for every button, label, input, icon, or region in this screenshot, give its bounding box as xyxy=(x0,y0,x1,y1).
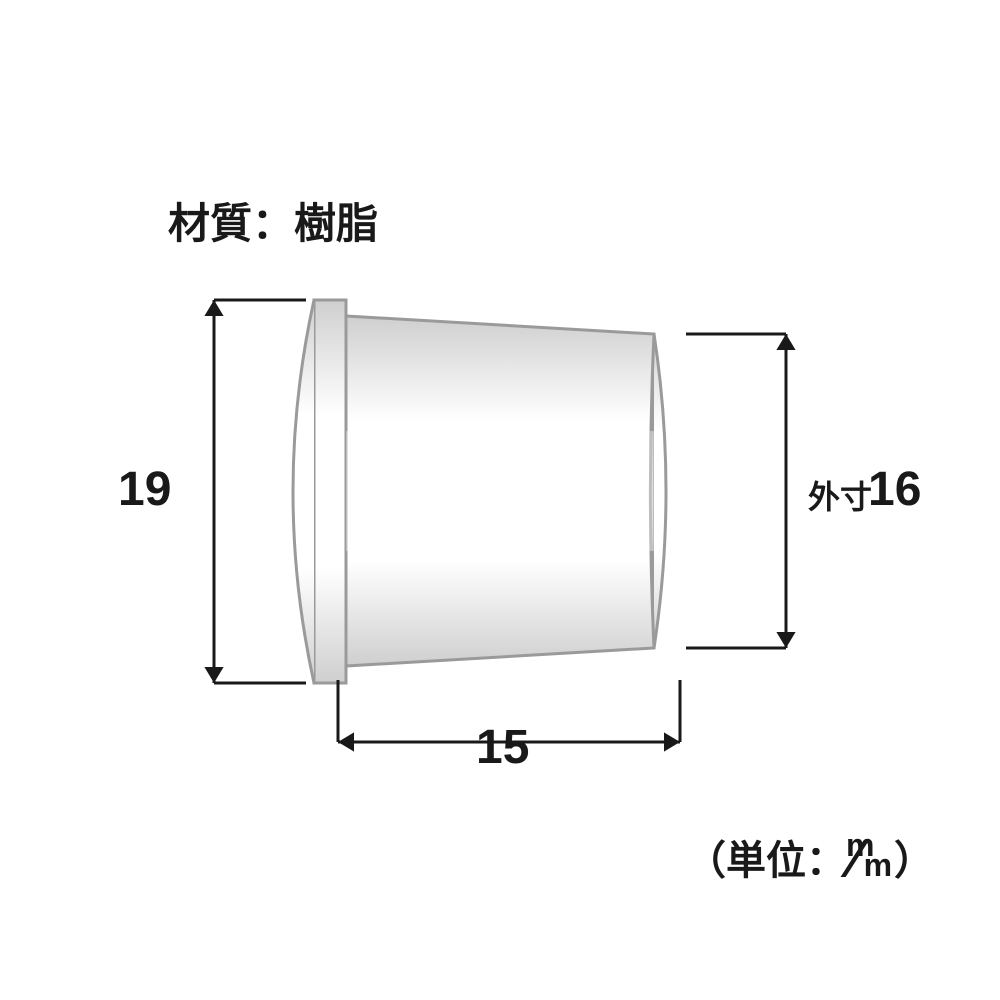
part-shape xyxy=(293,300,666,683)
diagram-stage: 材質：樹脂 19 外寸 16 15 （単位： m ∕ m ） xyxy=(0,0,1000,1000)
technical-drawing xyxy=(0,0,1000,1000)
